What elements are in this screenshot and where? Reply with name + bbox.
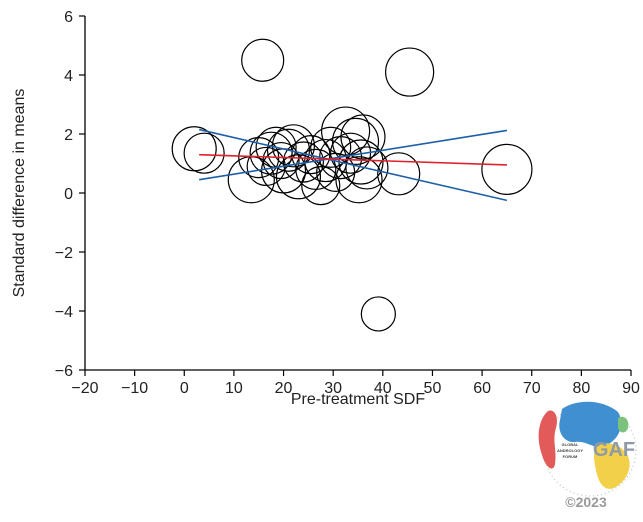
fit-lines xyxy=(198,128,508,202)
study-bubble xyxy=(295,148,337,190)
x-tick-label: −20 xyxy=(71,380,98,397)
study-bubble xyxy=(301,166,341,206)
bubbles xyxy=(171,38,533,332)
y-tick-label: −4 xyxy=(55,304,73,321)
x-tick-label: 50 xyxy=(424,380,442,397)
logo-red-continent xyxy=(538,410,558,469)
study-bubble xyxy=(320,106,371,156)
x-tick-label: −10 xyxy=(121,380,148,397)
logo-green-continent xyxy=(618,416,629,433)
study-bubble xyxy=(385,47,435,97)
study-bubble xyxy=(340,114,386,160)
x-tick-label: 80 xyxy=(572,380,590,397)
study-bubble xyxy=(481,143,533,195)
gaf-logo: GLOBAL ANDROLOGY FORUM GAF ©2023 xyxy=(538,401,637,510)
y-ticks: −6 −4 −2 0 2 4 6 xyxy=(55,9,85,380)
study-bubble xyxy=(345,146,389,190)
confidence-interval-line xyxy=(198,128,508,202)
study-bubble xyxy=(331,117,380,165)
x-ticks: −20 −10 0 10 20 30 40 50 60 70 80 90 xyxy=(71,370,640,397)
study-bubble xyxy=(275,154,322,200)
logo-abbrev: GAF xyxy=(593,439,635,461)
copyright-text: ©2023 xyxy=(565,494,607,510)
study-bubble xyxy=(377,152,421,196)
study-bubble xyxy=(183,132,225,174)
y-tick-label: 2 xyxy=(64,127,73,144)
x-tick-label: 70 xyxy=(523,380,541,397)
study-bubble xyxy=(329,132,372,174)
x-tick-label: 0 xyxy=(180,380,189,397)
study-bubble xyxy=(282,141,324,183)
x-tick-label: 20 xyxy=(275,380,293,397)
x-tick-label: 60 xyxy=(473,380,491,397)
study-bubble xyxy=(227,156,275,204)
confidence-interval-line xyxy=(199,129,508,181)
x-tick-label: 30 xyxy=(324,380,342,397)
y-tick-label: 4 xyxy=(64,68,73,85)
logo-text-line-1: GLOBAL xyxy=(562,442,579,447)
logo-text-line-3: FORUM xyxy=(563,454,578,459)
logo-yellow-continent xyxy=(594,443,630,489)
logo-blue-continent xyxy=(559,401,622,448)
x-axis-title: Pre-treatment SDF xyxy=(291,391,425,408)
study-bubble xyxy=(335,156,383,204)
x-tick-label: 90 xyxy=(622,380,640,397)
study-bubble xyxy=(262,141,300,180)
study-bubble xyxy=(310,126,352,168)
y-axis-title: Standard difference in means xyxy=(11,89,28,298)
y-tick-label: −6 xyxy=(55,363,73,380)
y-tick-label: 0 xyxy=(64,186,73,203)
study-bubble xyxy=(241,38,285,82)
logo-text-line-2: ANDROLOGY xyxy=(557,448,583,453)
x-tick-label: 10 xyxy=(225,380,243,397)
y-tick-label: 6 xyxy=(64,9,73,26)
x-tick-label: 40 xyxy=(374,380,392,397)
y-tick-label: −2 xyxy=(55,245,73,262)
study-bubble xyxy=(360,296,396,332)
regression-line xyxy=(199,153,507,166)
